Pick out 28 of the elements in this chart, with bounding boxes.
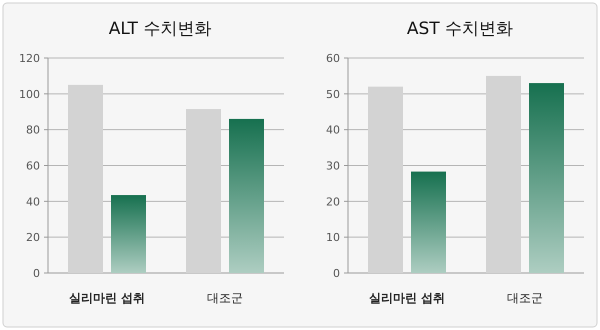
y-tick-label: 40 bbox=[26, 195, 40, 208]
y-tick-label: 0 bbox=[333, 267, 340, 280]
y-tick-label: 60 bbox=[26, 160, 40, 172]
bar bbox=[111, 195, 146, 273]
y-tick-label: 100 bbox=[19, 88, 40, 101]
y-tick-label: 10 bbox=[326, 231, 340, 244]
bar bbox=[368, 86, 403, 273]
x-tick-label: 대조군 bbox=[207, 291, 243, 305]
x-tick-label: 대조군 bbox=[507, 291, 543, 305]
y-tick-label: 80 bbox=[26, 124, 40, 137]
y-tick-label: 120 bbox=[19, 52, 40, 65]
bar bbox=[529, 83, 564, 273]
y-tick-label: 0 bbox=[33, 267, 40, 280]
bar bbox=[229, 118, 264, 273]
bar bbox=[186, 109, 221, 273]
bar bbox=[68, 84, 103, 273]
y-tick-label: 20 bbox=[26, 231, 40, 244]
x-tick-label: 실리마린 섭취 bbox=[68, 291, 146, 305]
x-tick-label: 실리마린 섭취 bbox=[368, 291, 446, 305]
y-tick-label: 30 bbox=[326, 160, 340, 172]
chart-title: AST 수치변화 bbox=[406, 19, 514, 39]
y-tick-label: 20 bbox=[326, 195, 340, 208]
chart-title: ALT 수치변화 bbox=[108, 19, 212, 39]
bar bbox=[486, 76, 521, 273]
y-tick-label: 50 bbox=[326, 88, 340, 101]
bar bbox=[411, 172, 446, 273]
y-tick-label: 40 bbox=[326, 124, 340, 137]
y-tick-label: 60 bbox=[326, 52, 340, 65]
